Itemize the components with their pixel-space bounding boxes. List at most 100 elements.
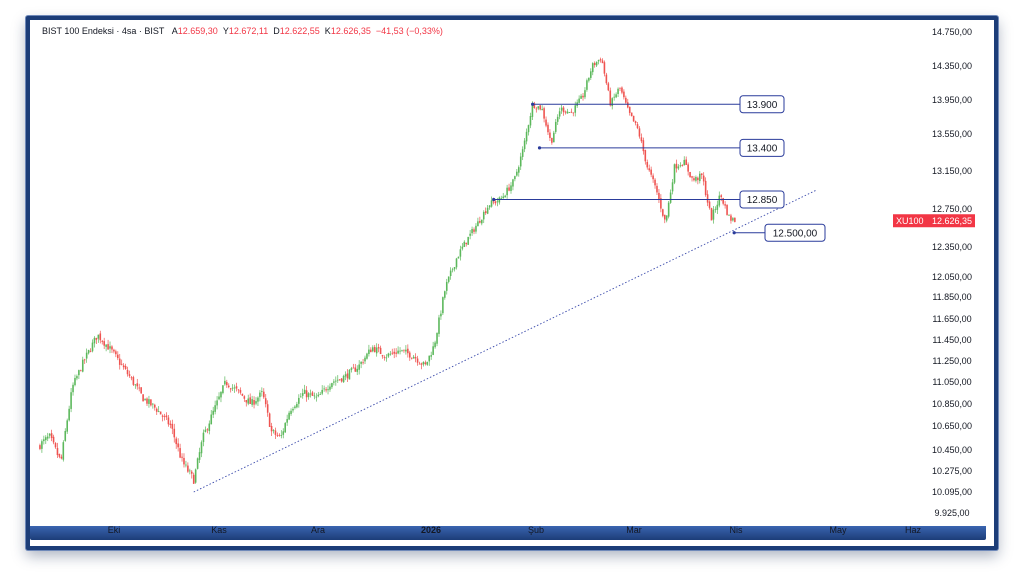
low-label: D — [273, 26, 280, 36]
candle-body — [504, 195, 506, 198]
x-tick-label: 2026 — [421, 525, 441, 535]
candle-body — [105, 344, 107, 347]
candle-body — [99, 333, 102, 341]
candle-body — [640, 137, 643, 142]
candle-body — [586, 80, 588, 90]
candle-body — [473, 229, 475, 232]
high-value: 12.672,11 — [228, 26, 269, 36]
level-label-12500: 12.500,00 — [773, 228, 818, 239]
candle-body — [138, 387, 141, 389]
candle-body — [385, 357, 388, 359]
candle-body — [177, 443, 179, 448]
candle-body — [342, 376, 345, 383]
candle-body — [196, 458, 199, 469]
candle-body — [214, 405, 216, 412]
close-label: K — [324, 26, 331, 36]
candle-body — [673, 164, 676, 183]
candle-body — [245, 399, 248, 403]
level-anchor-dot — [531, 102, 535, 106]
candle-body — [190, 471, 193, 474]
candle-body — [159, 411, 162, 415]
candle-body — [255, 401, 257, 404]
candle-body — [130, 377, 133, 379]
x-tick-label: Mar — [626, 525, 642, 535]
x-tick-label: Şub — [528, 525, 544, 535]
candle-body — [109, 346, 111, 349]
candle-body — [153, 404, 156, 408]
candle-body — [78, 370, 80, 376]
candle-body — [336, 379, 339, 381]
candle-body — [157, 410, 160, 412]
candle-body — [87, 349, 90, 354]
candle-body — [58, 453, 61, 457]
candle-body — [323, 388, 325, 390]
candle-body — [325, 389, 327, 391]
candle-body — [179, 448, 181, 458]
candle-body — [430, 355, 432, 357]
candle-body — [370, 349, 372, 353]
candle-body — [204, 429, 207, 432]
level-anchor-dot — [492, 197, 496, 202]
candle-body — [261, 391, 263, 392]
candle-body — [350, 368, 353, 370]
candle-body — [484, 211, 487, 214]
candle-body — [525, 131, 528, 142]
open-value: 12.659,30 — [177, 26, 218, 36]
candle-body — [710, 208, 713, 221]
candle-body — [514, 176, 516, 180]
candle-body — [194, 469, 197, 483]
candle-body — [597, 60, 600, 62]
candle-body — [43, 439, 45, 442]
candle-body — [541, 108, 543, 110]
candle-body — [506, 187, 508, 196]
candle-body — [375, 347, 378, 354]
candle-body — [352, 367, 355, 369]
candle-body — [496, 201, 499, 203]
candle-body — [340, 378, 343, 382]
candle-body — [290, 410, 292, 414]
candle-body — [173, 428, 176, 438]
candle-body — [679, 165, 682, 167]
y-tick-label: 12.350,00 — [932, 242, 972, 252]
candle-body — [471, 229, 473, 234]
candle-body — [599, 59, 602, 61]
candle-body — [510, 185, 512, 191]
level-label-13900: 13.900 — [747, 100, 778, 111]
candle-body — [360, 361, 362, 364]
candle-body — [163, 416, 166, 417]
candle-body — [354, 367, 357, 372]
y-tick-label: 11.650,00 — [932, 314, 971, 324]
candle-body — [502, 196, 505, 199]
candle-body — [687, 164, 689, 172]
candle-body — [132, 377, 135, 385]
candle-body — [259, 392, 261, 398]
candle-body — [175, 438, 178, 445]
candle-body — [212, 410, 214, 415]
ohlc-legend: BIST 100 Endeksi · 4sa · BIST A12.659,30… — [42, 26, 443, 36]
symbol-label: BIST 100 Endeksi · 4sa · BIST — [42, 26, 165, 36]
level-label-12850: 12.850 — [747, 195, 778, 206]
candle-body — [338, 379, 341, 381]
candle-body — [434, 342, 436, 348]
y-tick-label: 14.350,00 — [932, 61, 972, 71]
candle-body — [346, 373, 349, 379]
candle-body — [593, 62, 596, 66]
candle-body — [251, 399, 253, 405]
candle-body — [218, 396, 220, 400]
candle-body — [494, 201, 497, 204]
candle-body — [671, 182, 674, 192]
candle-body — [619, 87, 621, 89]
candle-body — [519, 156, 522, 167]
candle-body — [85, 352, 88, 359]
candle-body — [730, 215, 732, 221]
candle-body — [667, 202, 670, 217]
y-tick-label: 12.750,00 — [932, 204, 972, 214]
candle-body — [274, 430, 277, 435]
candle-body — [66, 420, 68, 432]
candle-body — [605, 74, 608, 84]
candle-body — [591, 63, 594, 73]
candle-body — [200, 442, 203, 454]
candle-body — [568, 112, 571, 113]
candle-body — [262, 391, 265, 398]
